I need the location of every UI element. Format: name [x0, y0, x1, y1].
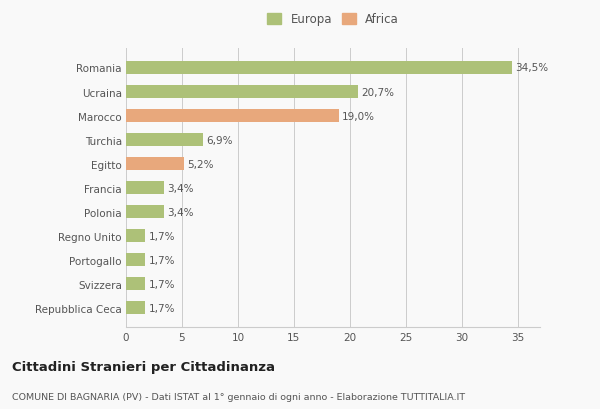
Bar	[126, 277, 145, 290]
Text: 34,5%: 34,5%	[515, 63, 548, 73]
Bar	[126, 205, 164, 219]
Bar	[126, 157, 184, 171]
Text: 1,7%: 1,7%	[148, 279, 175, 289]
Bar	[126, 86, 358, 99]
Text: 5,2%: 5,2%	[188, 159, 214, 169]
Text: 19,0%: 19,0%	[342, 111, 375, 121]
Text: 3,4%: 3,4%	[167, 207, 194, 217]
Text: 20,7%: 20,7%	[361, 87, 394, 97]
Bar	[126, 301, 145, 315]
Text: 1,7%: 1,7%	[148, 255, 175, 265]
Text: 6,9%: 6,9%	[206, 135, 233, 145]
Bar	[126, 110, 338, 123]
Text: COMUNE DI BAGNARIA (PV) - Dati ISTAT al 1° gennaio di ogni anno - Elaborazione T: COMUNE DI BAGNARIA (PV) - Dati ISTAT al …	[12, 392, 465, 401]
Bar	[126, 134, 203, 147]
Text: 1,7%: 1,7%	[148, 303, 175, 313]
Text: 1,7%: 1,7%	[148, 231, 175, 241]
Text: 3,4%: 3,4%	[167, 183, 194, 193]
Text: Cittadini Stranieri per Cittadinanza: Cittadini Stranieri per Cittadinanza	[12, 360, 275, 373]
Bar	[126, 62, 512, 75]
Bar	[126, 182, 164, 195]
Bar	[126, 254, 145, 267]
Legend: Europa, Africa: Europa, Africa	[267, 13, 399, 26]
Bar	[126, 229, 145, 243]
